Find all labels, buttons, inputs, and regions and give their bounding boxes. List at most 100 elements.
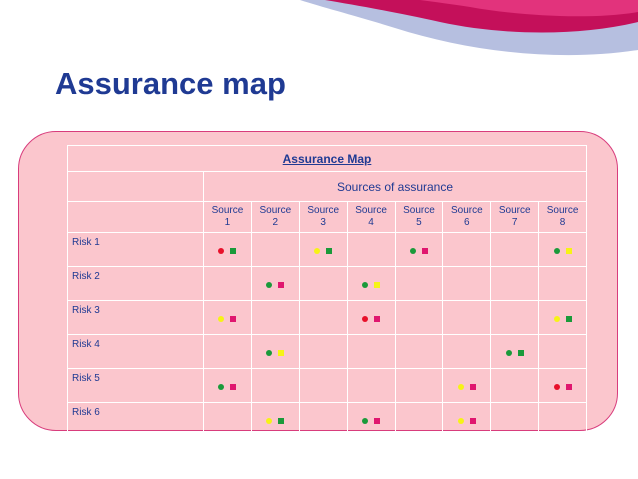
- map-cell: [346, 368, 396, 403]
- source-header-number: 4: [368, 217, 374, 228]
- map-cell: [250, 232, 300, 267]
- empty-corner-cell: [67, 171, 204, 202]
- source-header-word: Source: [259, 205, 292, 216]
- map-cell: [394, 232, 444, 267]
- table-title: Assurance Map: [282, 151, 372, 166]
- map-cell: [394, 402, 444, 437]
- empty-header-cell: [67, 201, 204, 233]
- map-cell: [250, 402, 300, 437]
- green-circle-marker: [409, 248, 416, 255]
- map-cell: [490, 334, 540, 369]
- map-cell: [346, 232, 396, 267]
- source-header-8: Source 8: [538, 201, 587, 233]
- slide-title: Assurance map: [55, 66, 286, 101]
- source-header-6: Source 6: [442, 201, 492, 233]
- source-header-number: 2: [272, 217, 279, 228]
- risk-label: Risk 2: [67, 266, 204, 301]
- magenta-square-marker: [421, 248, 428, 255]
- map-cell: [298, 368, 348, 403]
- map-cell: [250, 300, 300, 335]
- green-circle-marker: [362, 418, 369, 425]
- yellow-square-marker: [565, 248, 572, 255]
- magenta-square-marker: [469, 418, 476, 425]
- yellow-circle-marker: [218, 316, 225, 323]
- risk-label: Risk 6: [67, 402, 204, 437]
- map-cell: [394, 334, 444, 369]
- magenta-square-marker: [469, 384, 476, 391]
- source-header-row: Source 1 Source 2 Source 3 Source 4 Source 5 Sourc…: [67, 201, 587, 233]
- map-cell: [298, 334, 348, 369]
- map-cell: [490, 368, 540, 403]
- map-cell: [203, 402, 252, 437]
- source-header-number: 3: [320, 217, 326, 228]
- green-circle-marker: [362, 282, 369, 289]
- yellow-circle-marker: [266, 418, 273, 425]
- yellow-circle-marker: [457, 384, 464, 391]
- green-circle-marker: [266, 282, 273, 289]
- source-header-word: Source: [355, 205, 387, 216]
- green-square-marker: [278, 418, 285, 425]
- map-cell: [538, 300, 587, 335]
- source-header-7: Source 7: [490, 201, 540, 233]
- green-square-marker: [326, 248, 333, 255]
- source-header-word: Source: [307, 205, 340, 216]
- map-cell: [250, 334, 300, 369]
- yellow-circle-marker: [553, 316, 560, 323]
- magenta-square-marker: [230, 316, 237, 323]
- map-cell: [538, 266, 587, 301]
- risk-label: Risk 3: [67, 300, 204, 335]
- map-cell: [442, 402, 492, 437]
- source-header-word: Source: [403, 205, 435, 216]
- map-cell: [203, 266, 252, 301]
- map-cell: [442, 334, 492, 369]
- map-cell: [203, 300, 252, 335]
- green-circle-marker: [266, 350, 273, 357]
- source-header-1: Source 1: [203, 201, 252, 233]
- green-circle-marker: [505, 350, 512, 357]
- green-square-marker: [517, 350, 524, 357]
- red-circle-marker: [218, 248, 225, 255]
- map-cell: [442, 368, 492, 403]
- map-cell: [203, 232, 252, 267]
- map-cell: [298, 232, 348, 267]
- risk-row: Risk 3: [67, 300, 587, 335]
- risk-label: Risk 1: [67, 232, 204, 267]
- map-cell: [442, 266, 492, 301]
- header-banner-graphic: [300, 0, 638, 56]
- source-header-number: 8: [559, 217, 566, 228]
- green-circle-marker: [218, 384, 225, 391]
- map-cell: [490, 300, 540, 335]
- risk-label: Risk 4: [67, 334, 204, 369]
- sources-of-assurance-label: Sources of assurance: [203, 171, 587, 202]
- risk-label: Risk 5: [67, 368, 204, 403]
- map-cell: [250, 266, 300, 301]
- map-cell: [394, 300, 444, 335]
- risk-row: Risk 1: [67, 232, 587, 267]
- map-cell: [346, 266, 396, 301]
- map-cell: [203, 368, 252, 403]
- yellow-square-marker: [278, 350, 285, 357]
- magenta-square-marker: [230, 384, 237, 391]
- map-cell: [490, 402, 540, 437]
- magenta-square-marker: [374, 316, 381, 323]
- source-header-number: 7: [511, 217, 518, 228]
- sources-label-row: Sources of assurance: [67, 171, 587, 202]
- map-cell: [538, 402, 587, 437]
- yellow-circle-marker: [457, 418, 464, 425]
- source-header-word: Source: [498, 205, 531, 216]
- table-title-row: Assurance Map: [67, 145, 587, 172]
- magenta-square-marker: [278, 282, 285, 289]
- source-header-5: Source 5: [394, 201, 444, 233]
- yellow-circle-marker: [314, 248, 321, 255]
- red-circle-marker: [553, 384, 560, 391]
- map-cell: [346, 402, 396, 437]
- green-square-marker: [230, 248, 237, 255]
- map-cell: [442, 300, 492, 335]
- source-header-word: Source: [211, 205, 244, 216]
- source-header-number: 6: [464, 217, 470, 228]
- risk-row: Risk 6: [67, 402, 587, 437]
- magenta-square-marker: [374, 418, 381, 425]
- map-cell: [203, 334, 252, 369]
- map-cell: [538, 368, 587, 403]
- map-cell: [250, 368, 300, 403]
